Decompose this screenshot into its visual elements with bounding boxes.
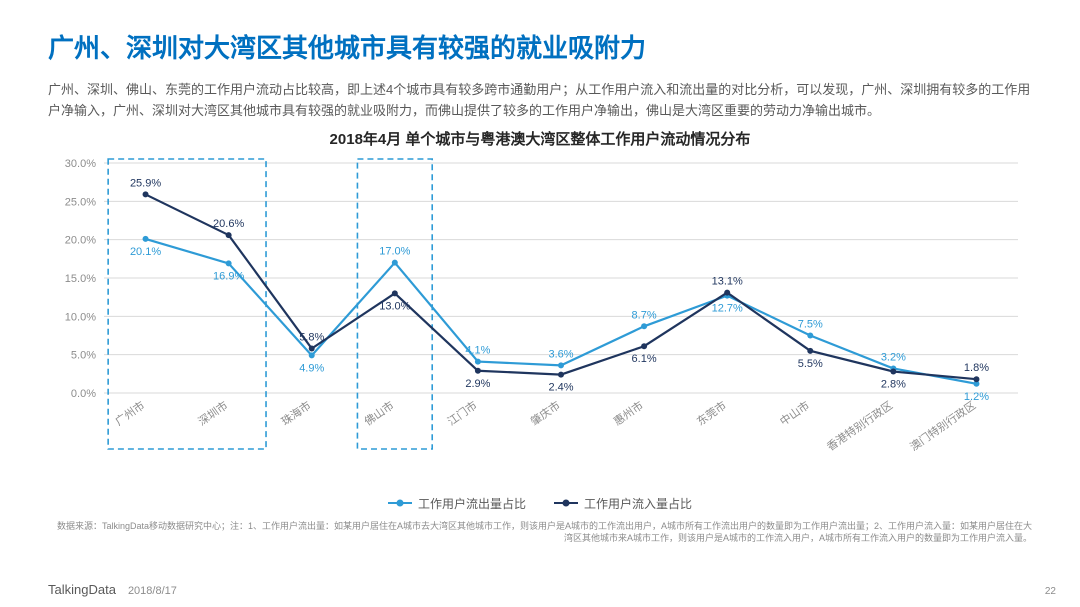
svg-text:2.8%: 2.8%	[881, 378, 906, 390]
svg-text:江门市: 江门市	[445, 398, 480, 428]
svg-text:3.2%: 3.2%	[881, 351, 906, 363]
svg-text:20.0%: 20.0%	[65, 235, 96, 247]
svg-text:5.5%: 5.5%	[798, 358, 823, 370]
slide-page: 广州、深圳对大湾区其他城市具有较强的就业吸附力 广州、深圳、佛山、东莞的工作用户…	[0, 0, 1080, 607]
svg-text:12.7%: 12.7%	[712, 303, 743, 315]
legend-label: 工作用户流入量占比	[584, 495, 692, 512]
svg-text:13.0%: 13.0%	[379, 300, 410, 312]
description-text: 广州、深圳、佛山、东莞的工作用户流动占比较高，即上述4个城市具有较多跨市通勤用户…	[48, 79, 1032, 122]
svg-text:2.4%: 2.4%	[548, 381, 573, 393]
svg-text:东莞市: 东莞市	[694, 398, 729, 428]
source-footnote: 数据来源：TalkingData移动数据研究中心；注：1、工作用户流出量：如某用…	[48, 520, 1032, 545]
legend-swatch	[388, 502, 412, 504]
legend-label: 工作用户流出量占比	[418, 495, 526, 512]
footer-date: 2018/8/17	[128, 585, 177, 597]
legend-swatch	[554, 502, 578, 504]
chart-title: 2018年4月 单个城市与粤港澳大湾区整体工作用户流动情况分布	[48, 128, 1032, 149]
svg-text:10.0%: 10.0%	[65, 311, 96, 323]
chart-legend: 工作用户流出量占比 工作用户流入量占比	[48, 495, 1032, 512]
svg-text:25.0%: 25.0%	[65, 196, 96, 208]
svg-text:7.5%: 7.5%	[798, 318, 823, 330]
chart-area: 0.0% 5.0% 10.0% 15.0% 20.0% 25.0% 30.0% 广州市 深圳市 珠…	[48, 153, 1032, 493]
svg-text:20.1%: 20.1%	[130, 246, 161, 258]
svg-text:3.6%: 3.6%	[548, 348, 573, 360]
svg-text:广州市: 广州市	[112, 398, 147, 428]
legend-item: 工作用户流出量占比	[388, 495, 526, 512]
svg-text:17.0%: 17.0%	[379, 246, 410, 258]
svg-text:5.0%: 5.0%	[71, 350, 96, 362]
svg-text:8.7%: 8.7%	[632, 309, 657, 321]
svg-text:2.9%: 2.9%	[465, 378, 490, 390]
svg-text:25.9%: 25.9%	[130, 177, 161, 189]
svg-text:中山市: 中山市	[777, 398, 812, 428]
svg-text:13.1%: 13.1%	[712, 275, 743, 287]
svg-text:1.2%: 1.2%	[964, 391, 989, 403]
svg-text:20.6%: 20.6%	[213, 218, 244, 230]
svg-text:珠海市: 珠海市	[278, 398, 313, 428]
svg-text:4.1%: 4.1%	[465, 344, 490, 356]
svg-text:30.0%: 30.0%	[65, 158, 96, 170]
svg-text:16.9%: 16.9%	[213, 270, 244, 282]
legend-item: 工作用户流入量占比	[554, 495, 692, 512]
svg-text:佛山市: 佛山市	[361, 398, 396, 428]
svg-text:深圳市: 深圳市	[195, 398, 230, 428]
line-chart: 0.0% 5.0% 10.0% 15.0% 20.0% 25.0% 30.0% 广州市 深圳市 珠…	[48, 153, 1032, 493]
brand-logo: TalkingData	[48, 582, 116, 597]
svg-text:15.0%: 15.0%	[65, 273, 96, 285]
svg-text:1.8%: 1.8%	[964, 362, 989, 374]
footer: TalkingData 2018/8/17	[48, 582, 177, 597]
page-title: 广州、深圳对大湾区其他城市具有较强的就业吸附力	[48, 28, 1032, 65]
svg-text:惠州市: 惠州市	[611, 398, 646, 428]
svg-text:澳门特别行政区: 澳门特别行政区	[907, 398, 978, 454]
svg-text:肇庆市: 肇庆市	[528, 398, 563, 428]
svg-text:5.8%: 5.8%	[299, 331, 324, 343]
svg-text:香港特别行政区: 香港特别行政区	[824, 398, 895, 454]
svg-text:0.0%: 0.0%	[71, 388, 96, 400]
svg-text:4.9%: 4.9%	[299, 362, 324, 374]
svg-text:6.1%: 6.1%	[632, 353, 657, 365]
page-number: 22	[1045, 586, 1056, 597]
